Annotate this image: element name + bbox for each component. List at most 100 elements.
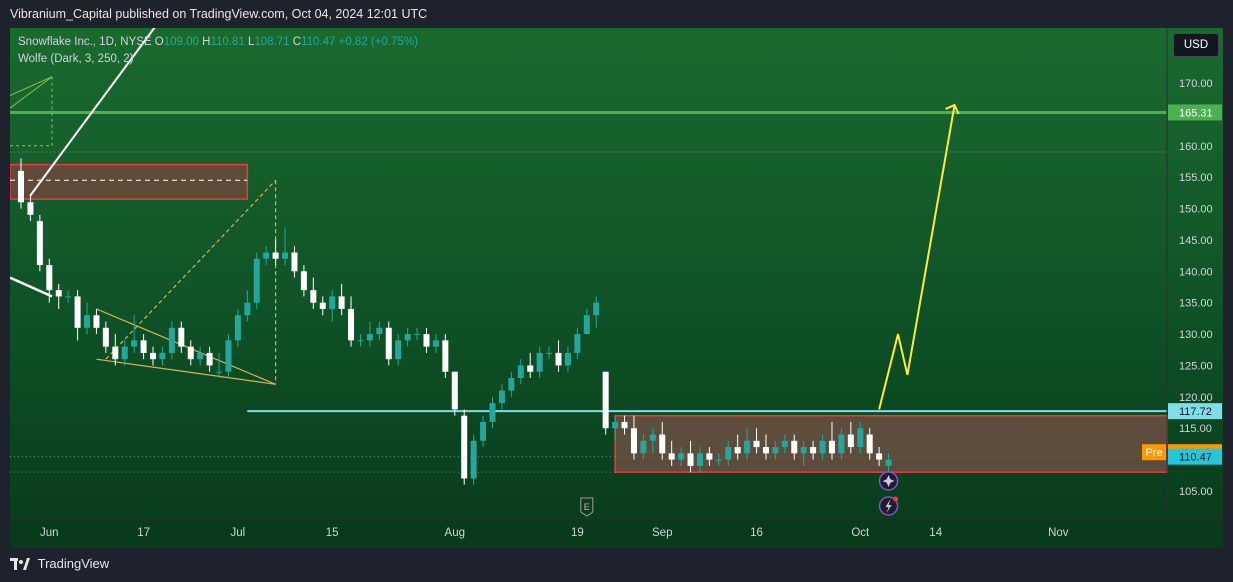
candle [329,290,336,322]
earnings-event-icon[interactable] [580,497,594,517]
candle-body [385,327,392,360]
candle [55,283,62,309]
legend-ohlc-row: Snowflake Inc., 1D, NYSE O109.00 H110.81… [18,34,418,51]
candle [338,283,345,316]
candle [187,340,194,366]
publish-header: Vibranium_Capital published on TradingVi… [0,0,1233,28]
candle-body [470,440,477,479]
candle [282,227,289,266]
price-tick-label: 170.00 [1179,78,1213,90]
candle-body [753,440,760,448]
candlestick-chart[interactable]: E 105.00110.00115.00120.00125.00130.0013… [9,19,1223,548]
candle-body [621,421,628,429]
time-tick-label: 17 [137,527,150,539]
candle [197,346,204,366]
candle-body [234,315,241,341]
price-tick-label: 115.00 [1179,423,1212,435]
candle-body [366,334,373,341]
candle-body [857,428,864,448]
candle-body [357,340,364,342]
candle [348,296,355,347]
time-tick-label: Jun [40,527,59,539]
candle-body [791,440,798,454]
price-tick-label: 105.00 [1179,486,1213,498]
sparkle-glyph [882,475,895,487]
candle-body [546,352,553,354]
price-tag-support [1168,403,1222,420]
candle [527,352,534,379]
legend-symbol[interactable]: Snowflake Inc., 1D, NYSE [18,36,152,48]
candle [857,421,864,454]
candle-body [715,459,722,461]
candle [395,334,402,366]
candle-body [121,346,128,360]
time-tick-label: 16 [750,527,763,539]
price-tag-label-target: 165.31 [1179,107,1213,119]
candle [800,440,807,466]
candle [121,340,128,366]
candle-body [800,447,807,454]
candle [27,195,34,222]
candle-body [772,447,779,454]
candle-body [451,371,458,410]
candle [508,371,515,397]
candle-body [649,434,656,441]
candle [734,434,741,460]
events-notification-dot [893,496,899,502]
candle [546,346,553,360]
candle [885,453,892,473]
candle [781,434,788,454]
candle [46,258,53,303]
candle-body [706,453,713,460]
candle [18,158,24,209]
candle [498,384,505,410]
candle [630,415,637,460]
projection-arrow [878,104,956,410]
candle-body [725,447,732,460]
candle [414,327,421,341]
candle [696,447,703,473]
candle [762,434,769,460]
candle-body [225,340,232,372]
candle-body [197,352,204,360]
price-tick-label: 145.00 [1179,235,1213,247]
pre-market-tag [1142,444,1166,461]
candle-body [168,327,175,353]
candle-body [140,340,147,353]
price-tag-label-last: 110.47 [1179,452,1212,464]
candle [300,265,307,297]
candle-body [84,315,91,328]
candle [564,346,571,372]
trend-line-stub [9,276,53,298]
candle-body [423,334,430,347]
candle [84,302,91,335]
time-tick-label: 19 [571,527,584,539]
candle-body [319,302,326,309]
candle-body [866,434,873,454]
price-tick-label: 120.00 [1179,392,1213,404]
candle [112,334,119,366]
candle [310,277,317,309]
legend-indicator[interactable]: Wolfe (Dark, 3, 250, 2) [18,53,134,65]
candle-body [159,352,166,360]
candle [178,321,185,353]
candle [649,428,656,454]
pre-market-tag-label: Pre [1145,447,1162,459]
chart-legend: Snowflake Inc., 1D, NYSE O109.00 H110.81… [18,34,418,68]
candle [65,290,72,303]
candle [376,321,383,341]
candle-body [781,440,788,448]
candle [536,346,543,379]
candle [725,440,732,466]
candle [517,359,524,385]
legend-open-value: 109.00 [163,36,199,48]
candle [470,434,477,485]
candle-body [574,334,581,353]
candle [602,371,609,435]
chart-area[interactable]: E 105.00110.00115.00120.00125.00130.0013… [9,19,1223,548]
currency-button[interactable]: USD [1173,33,1219,57]
time-tick-label: Nov [1048,527,1069,539]
candle [659,421,666,460]
candle-body [112,346,119,360]
candle [102,321,109,353]
